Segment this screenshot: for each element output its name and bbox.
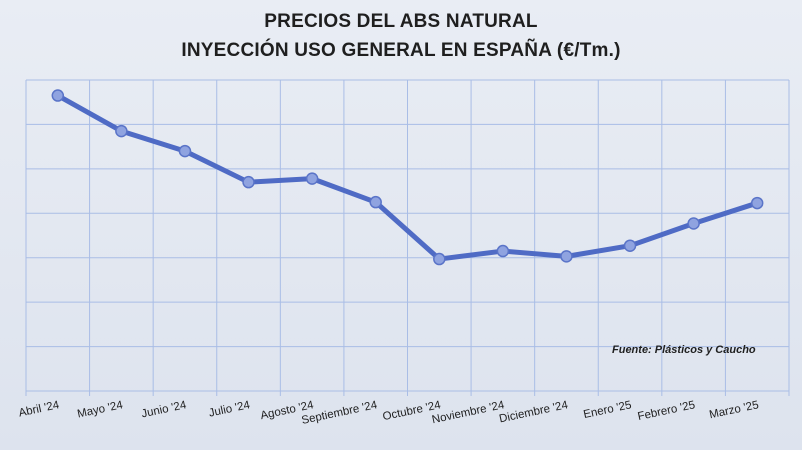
x-tick-label: Enero '25 <box>582 399 632 421</box>
data-point <box>496 244 510 258</box>
data-point <box>369 195 382 209</box>
data-point <box>115 124 128 138</box>
data-point <box>560 250 573 263</box>
data-point <box>750 196 764 210</box>
x-axis-labels: Abril '24 Mayo '24 Junio '24 Julio '24 Agost… <box>18 399 760 427</box>
chart-title-line-1: PRECIOS DEL ABS NATURAL <box>264 11 538 32</box>
series-line <box>55 93 760 262</box>
data-point <box>687 217 700 230</box>
x-tick-label: Junio '24 <box>140 399 188 420</box>
grid <box>25 79 790 396</box>
x-tick-label: Febrero '25 <box>637 399 697 423</box>
data-point <box>51 89 65 102</box>
x-tick-label: Noviembre '24 <box>431 399 506 426</box>
data-point <box>305 172 319 185</box>
source-annotation: Fuente: Plásticos y Caucho <box>612 344 756 356</box>
data-point <box>623 239 637 252</box>
data-point <box>433 252 446 266</box>
x-tick-label: Julio '24 <box>208 399 252 420</box>
x-tick-label: Mayo '24 <box>76 399 124 420</box>
data-point <box>242 175 255 189</box>
series-layer <box>51 89 764 266</box>
x-tick-label: Diciembre '24 <box>498 399 570 425</box>
data-point <box>178 144 192 158</box>
chart-title-line-2: INYECCIÓN USO GENERAL EN ESPAÑA (€/Tm.) <box>181 40 621 61</box>
x-tick-label: Marzo '25 <box>708 399 760 421</box>
x-tick-label: Abril '24 <box>18 399 61 419</box>
